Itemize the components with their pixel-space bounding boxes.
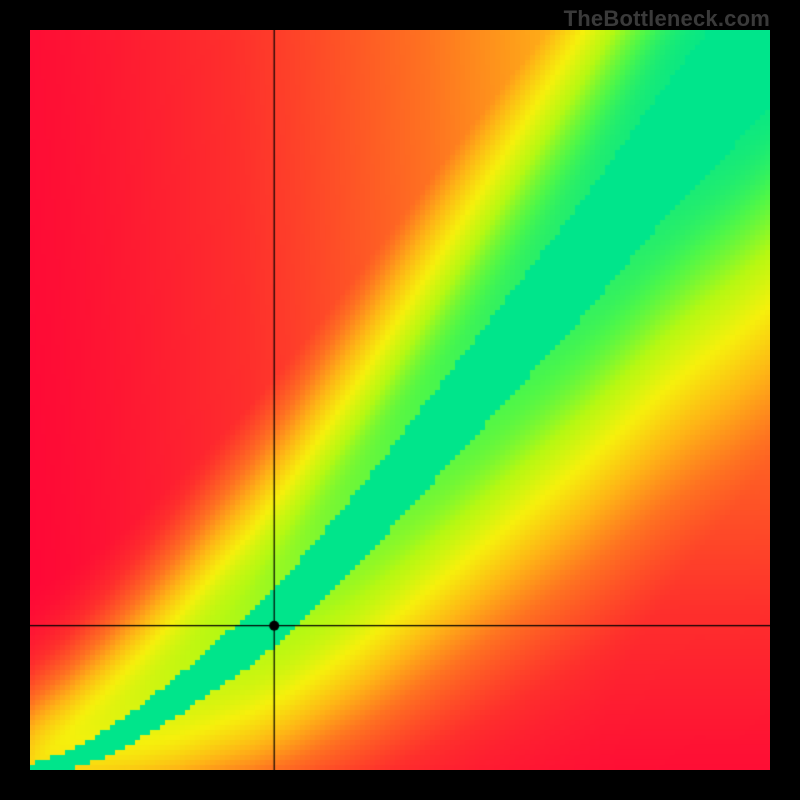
bottleneck-heatmap xyxy=(30,30,770,770)
watermark-text: TheBottleneck.com xyxy=(564,6,770,32)
crosshair-overlay xyxy=(30,30,770,770)
